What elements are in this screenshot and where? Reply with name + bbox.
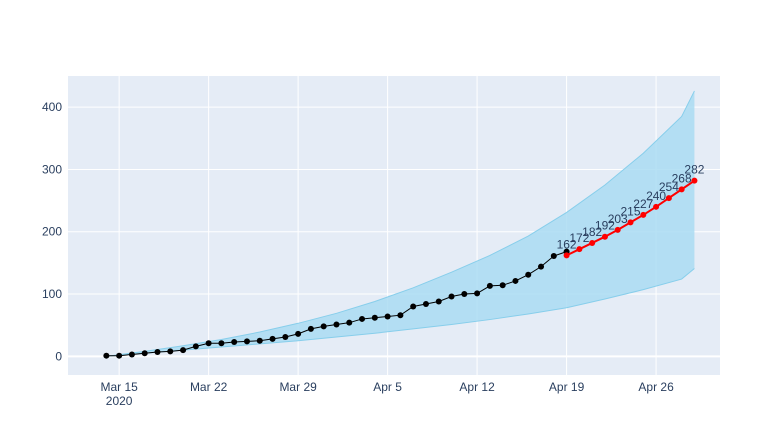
observed-data-point	[448, 293, 455, 300]
x-tick-label: Apr 19	[549, 380, 585, 394]
x-tick-label: Apr 26	[638, 380, 674, 394]
y-tick-label: 0	[55, 349, 62, 363]
observed-data-point	[371, 314, 378, 321]
observed-data-point	[295, 330, 302, 337]
observed-data-point	[538, 263, 545, 270]
observed-data-point	[128, 351, 135, 358]
confidence-band-area	[106, 90, 695, 357]
observed-data-point	[397, 312, 404, 319]
x-tick-label: Mar 29	[279, 380, 317, 394]
data-series	[103, 177, 698, 359]
forecast-data-label: 203	[608, 212, 628, 226]
observed-data-point	[550, 253, 557, 260]
observed-data-point	[333, 321, 340, 328]
x-tick-label: Apr 5	[373, 380, 402, 394]
observed-data-point	[512, 277, 519, 284]
forecast-data-point	[653, 203, 660, 210]
forecast-data-label: 268	[672, 171, 692, 185]
observed-data-point	[243, 338, 250, 345]
x-tick-label: Mar 15	[100, 380, 138, 394]
observed-data-point	[422, 300, 429, 307]
y-tick-label: 400	[42, 100, 62, 114]
observed-data-point	[320, 323, 327, 330]
observed-data-point	[282, 334, 289, 341]
observed-data-point	[231, 338, 238, 345]
forecast-data-point	[691, 177, 698, 184]
x-tick-label: Mar 22	[190, 380, 228, 394]
forecast-data-label: 254	[659, 180, 679, 194]
observed-data-point	[192, 343, 199, 350]
forecast-data-label: 172	[569, 231, 589, 245]
observed-data-point	[461, 291, 468, 298]
observed-data-point	[116, 352, 123, 359]
observed-data-point	[180, 347, 187, 354]
observed-data-point	[103, 352, 110, 359]
observed-data-point	[486, 282, 493, 289]
observed-data-point	[269, 335, 276, 342]
y-tick-label: 300	[42, 162, 62, 176]
forecast-data-point	[601, 233, 608, 240]
observed-data-point	[307, 325, 314, 332]
observed-data-point	[525, 271, 532, 278]
forecast-data-label: 227	[633, 197, 653, 211]
observed-data-point	[499, 282, 506, 289]
observed-data-point	[410, 303, 417, 310]
forecast-data-point	[589, 239, 596, 246]
observed-data-point	[435, 298, 442, 305]
forecast-data-point	[640, 211, 647, 218]
y-tick-label: 100	[42, 287, 62, 301]
observed-data-point	[154, 348, 161, 355]
observed-data-point	[384, 313, 391, 320]
x-tick-label: Apr 12	[459, 380, 495, 394]
observed-data-point	[346, 319, 353, 326]
forecast-data-label: 282	[684, 163, 704, 177]
forecast-data-label: 215	[620, 204, 640, 218]
forecast-data-point	[665, 195, 672, 202]
forecast-data-label: 192	[595, 219, 615, 233]
y-tick-label: 200	[42, 225, 62, 239]
band-lower-line	[106, 268, 695, 357]
observed-data-point	[256, 337, 263, 344]
observed-data-point	[205, 340, 212, 347]
forecast-data-point	[678, 186, 685, 193]
forecast-data-point	[614, 226, 621, 233]
observed-data-point	[141, 350, 148, 357]
forecast-data-label: 162	[557, 237, 577, 251]
observed-data-point	[167, 348, 174, 355]
observed-data-point	[474, 290, 481, 297]
forecast-data-label: 240	[646, 189, 666, 203]
x-tick-year-label: 2020	[106, 394, 133, 408]
observed-data-point	[218, 340, 225, 347]
forecast-data-point	[576, 246, 583, 253]
forecast-data-point	[627, 219, 634, 226]
forecast-data-point	[563, 252, 570, 259]
observed-data-point	[359, 315, 366, 322]
forecast-data-label: 182	[582, 225, 602, 239]
